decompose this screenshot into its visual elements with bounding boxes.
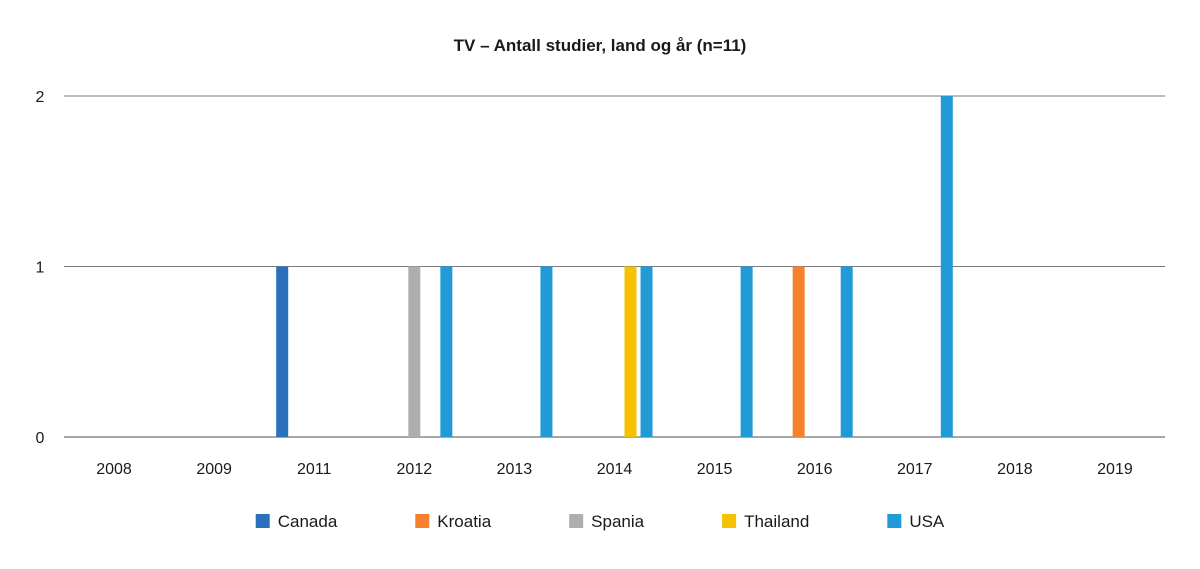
bar <box>640 266 653 437</box>
chart-title: TV – Antall studier, land og år (n=11) <box>453 36 747 55</box>
x-tick-label: 2018 <box>997 461 1033 478</box>
legend-swatch <box>255 514 270 528</box>
bar <box>740 266 753 437</box>
x-tick-label: 2009 <box>196 461 232 478</box>
x-tick-label: 2019 <box>1097 461 1133 478</box>
x-tick-label: 2011 <box>297 461 332 478</box>
x-tick-label: 2017 <box>897 461 933 478</box>
bar <box>940 96 953 437</box>
legend-label: Thailand <box>744 512 809 531</box>
bar <box>792 266 805 437</box>
bar <box>408 266 421 437</box>
legend-label: Kroatia <box>437 512 491 531</box>
bar <box>840 266 853 437</box>
y-tick-label: 0 <box>36 430 45 447</box>
legend-label: Canada <box>278 512 338 531</box>
y-tick-label: 1 <box>36 260 45 277</box>
x-tick-label: 2008 <box>96 461 132 478</box>
x-tick-label: 2015 <box>697 461 733 478</box>
legend-swatch <box>887 514 902 528</box>
legend-swatch <box>415 514 430 528</box>
x-tick-label: 2016 <box>797 461 833 478</box>
bar <box>440 266 453 437</box>
bar <box>624 266 637 437</box>
x-tick-label: 2013 <box>497 461 533 478</box>
legend-label: USA <box>909 512 945 531</box>
y-tick-label: 2 <box>36 89 45 106</box>
bar <box>276 266 289 437</box>
legend-label: Spania <box>591 512 644 531</box>
x-tick-label: 2014 <box>597 461 633 478</box>
legend-swatch <box>569 514 584 528</box>
bar <box>540 266 553 437</box>
legend-swatch <box>722 514 737 528</box>
x-tick-label: 2012 <box>397 461 433 478</box>
